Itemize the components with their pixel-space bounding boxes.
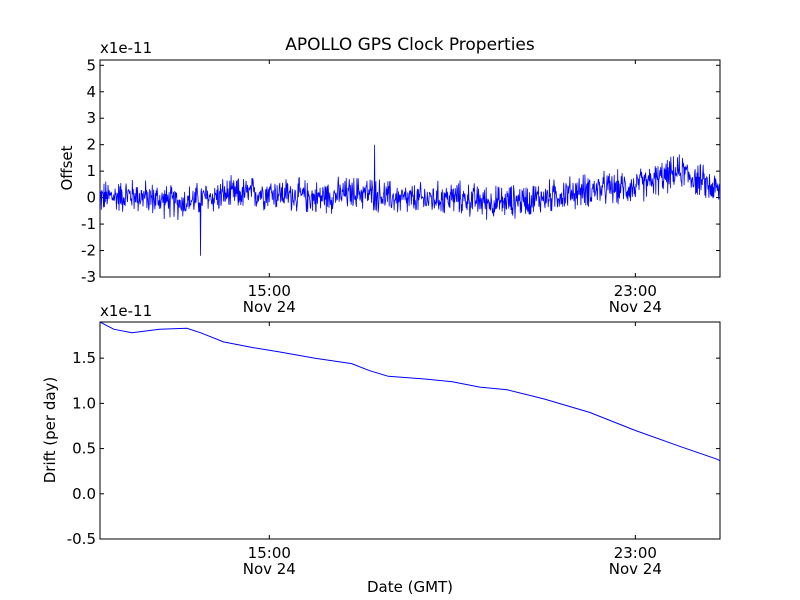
y-tick-label: 0.0 — [72, 485, 96, 503]
x-tick-date-label: Nov 24 — [243, 298, 296, 316]
y-tick-label: 1.5 — [72, 349, 96, 367]
y-tick-label: 4 — [86, 83, 96, 101]
offset-y-label: Offset — [58, 145, 76, 190]
drift-y-label: Drift (per day) — [41, 377, 59, 484]
offset-plot-frame — [99, 59, 721, 278]
y-tick-label: 1 — [86, 162, 96, 180]
y-tick-label: -0.5 — [67, 530, 96, 548]
drift-series-line — [100, 322, 720, 462]
offset-chart: APOLLO GPS Clock Properties x1e-11 -3 -2 -… — [58, 35, 721, 316]
x-tick-date-label: Nov 24 — [243, 560, 296, 578]
x-tick-date-label: Nov 24 — [609, 560, 662, 578]
y-tick-label: -3 — [81, 268, 96, 286]
x-tick-time-label: 15:00 — [248, 282, 291, 300]
x-tick-time-label: 23:00 — [614, 282, 657, 300]
y-tick-label: 3 — [86, 109, 96, 127]
offset-series-line — [100, 144, 720, 256]
x-tick-time-label: 15:00 — [248, 544, 291, 562]
y-tick-label: 0 — [86, 189, 96, 207]
offset-y-multiplier: x1e-11 — [100, 39, 152, 57]
y-tick-label: 5 — [86, 56, 96, 74]
y-tick-label: 2 — [86, 136, 96, 154]
x-tick-date-label: Nov 24 — [609, 298, 662, 316]
drift-plot-frame — [99, 321, 721, 540]
y-tick-label: -1 — [81, 215, 96, 233]
x-tick-time-label: 23:00 — [614, 544, 657, 562]
x-axis-label: Date (GMT) — [367, 578, 453, 596]
y-tick-label: -2 — [81, 242, 96, 260]
drift-y-multiplier: x1e-11 — [100, 302, 152, 320]
y-tick-label: 0.5 — [72, 440, 96, 458]
chart-title: APOLLO GPS Clock Properties — [285, 35, 535, 55]
y-tick-label: 1.0 — [72, 394, 96, 412]
